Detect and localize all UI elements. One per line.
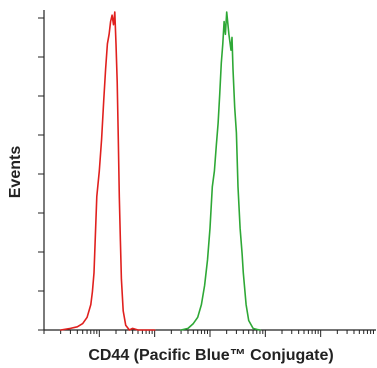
y-axis-label: Events: [7, 146, 24, 199]
histogram-series: [59, 11, 261, 331]
axis-ticks: [38, 17, 374, 337]
red-histogram-line: [59, 11, 156, 331]
green-histogram-line: [180, 11, 261, 331]
x-axis-label: CD44 (Pacific Blue™ Conjugate): [88, 347, 333, 364]
